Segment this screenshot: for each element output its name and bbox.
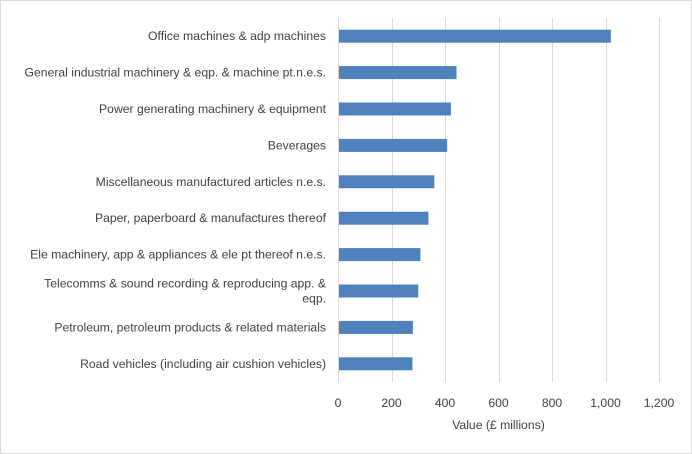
bar-7 [338,248,421,262]
bar-3 [338,102,451,116]
bar-1 [338,29,611,43]
category-label-7: Ele machinery, app & appliances & ele pt… [30,248,326,262]
bars [338,29,611,371]
bar-6 [338,211,429,225]
category-label-4: Beverages [268,138,326,152]
bar-10 [338,357,413,371]
bar-9 [338,320,413,334]
category-label-2: General industrial machinery & eqp. & ma… [25,66,326,80]
category-label-6: Paper, paperboard & manufactures thereof [95,211,327,225]
x-tick-label-1000: 1,000 [590,396,621,410]
x-tick-label-600: 600 [488,396,509,410]
x-tick-label-800: 800 [542,396,563,410]
category-labels: Office machines & adp machines General in… [25,29,327,371]
bar-8 [338,284,419,298]
category-label-1: Office machines & adp machines [148,29,326,43]
category-label-8: Telecomms & sound recording & reproducin… [44,277,326,306]
bar-2 [338,66,457,80]
x-tick-label-0: 0 [335,396,342,410]
bar-5 [338,175,435,189]
x-tick-labels: 0 200 400 600 800 1,000 1,200 [335,396,675,410]
x-tick-label-400: 400 [435,396,456,410]
category-label-3: Power generating machinery & equipment [99,102,327,116]
x-tick-label-200: 200 [381,396,402,410]
bar-4 [338,138,448,152]
category-label-10: Road vehicles (including air cushion veh… [80,357,326,371]
x-tick-label-1200: 1,200 [644,396,675,410]
x-axis-title: Value (£ millions) [452,418,545,432]
category-label-5: Miscellaneous manufactured articles n.e.… [96,175,326,189]
category-label-9: Petroleum, petroleum products & related … [54,320,326,334]
